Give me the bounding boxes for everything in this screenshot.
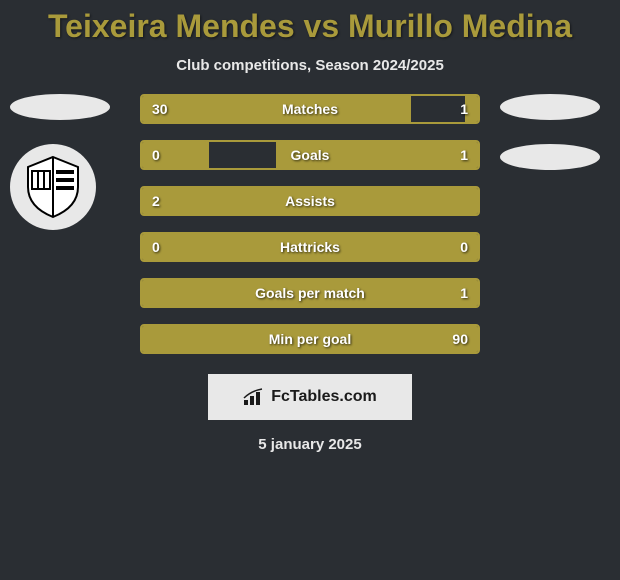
watermark[interactable]: FcTables.com	[208, 374, 412, 420]
stat-label: Matches	[282, 101, 338, 117]
club-logo-left	[10, 144, 96, 230]
stat-label: Goals	[291, 147, 330, 163]
stat-row-hattricks: 0 Hattricks 0	[140, 232, 480, 262]
date: 5 january 2025	[0, 436, 620, 453]
stat-row-mpg: Min per goal 90	[140, 324, 480, 354]
stat-value-right: 90	[452, 331, 468, 347]
stat-value-right: 1	[460, 101, 468, 117]
stat-fill-right	[327, 234, 478, 260]
right-player-badges	[500, 94, 600, 194]
stat-label: Hattricks	[280, 239, 340, 255]
stat-value-right: 0	[460, 239, 468, 255]
comparison-container: Teixeira Mendes vs Murillo Medina Club c…	[0, 0, 620, 453]
stat-value-right: 1	[460, 285, 468, 301]
chart-icon	[243, 388, 265, 406]
left-player-badges	[10, 94, 110, 230]
stat-label: Goals per match	[255, 285, 365, 301]
stat-value-left: 30	[152, 101, 168, 117]
stat-row-matches: 30 Matches 1	[140, 94, 480, 124]
page-title: Teixeira Mendes vs Murillo Medina	[0, 8, 620, 45]
stat-value-left: 2	[152, 193, 160, 209]
stat-value-right: 1	[460, 147, 468, 163]
stat-label: Min per goal	[269, 331, 351, 347]
player-right-oval-2	[500, 144, 600, 170]
shield-icon	[18, 152, 88, 222]
stat-fill-left	[142, 96, 411, 122]
stat-label: Assists	[285, 193, 335, 209]
watermark-text: FcTables.com	[271, 388, 377, 406]
stats-area: 30 Matches 1 0 Goals 1 2 Assists 0	[0, 94, 620, 354]
stat-row-goals: 0 Goals 1	[140, 140, 480, 170]
stat-row-gpm: Goals per match 1	[140, 278, 480, 308]
player-right-oval-1	[500, 94, 600, 120]
player-left-oval	[10, 94, 110, 120]
stat-value-left: 0	[152, 147, 160, 163]
subtitle: Club competitions, Season 2024/2025	[0, 57, 620, 74]
stat-row-assists: 2 Assists	[140, 186, 480, 216]
stat-value-left: 0	[152, 239, 160, 255]
stats-column: 30 Matches 1 0 Goals 1 2 Assists 0	[140, 94, 480, 354]
